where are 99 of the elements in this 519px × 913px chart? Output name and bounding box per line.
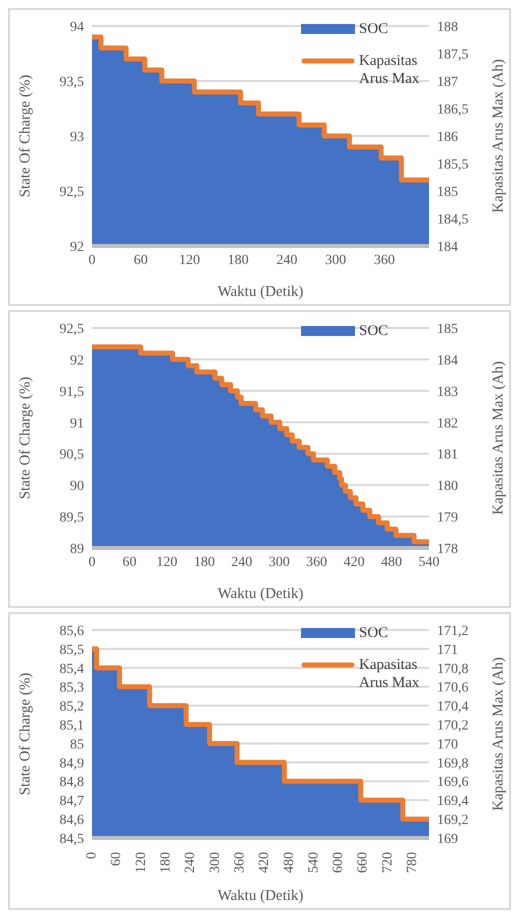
y-tick-label: 84,8: [60, 775, 84, 790]
x-tick-label: 360: [306, 554, 328, 570]
y2-tick-label: 179: [437, 510, 458, 526]
y-tick-label: 93,5: [60, 74, 84, 90]
x-tick-label: 300: [325, 252, 346, 268]
y-tick-label: 92: [70, 353, 84, 368]
y-axis-title: State Of Charge (%): [17, 376, 34, 500]
legend-label: Kapasitas Arus Max: [359, 656, 420, 692]
x-tick-label: 240: [231, 554, 252, 570]
y-tick-label: 91: [70, 416, 84, 432]
y2-tick-label: 185: [437, 322, 458, 337]
y2-axis-title: Kapasitas Arus Max (Ah): [490, 657, 506, 811]
y2-tick-label: 170,8: [437, 662, 468, 677]
y2-tick-label: 184,5: [437, 212, 468, 228]
x-tick-label: 0: [88, 554, 96, 570]
y-tick-label: 92: [70, 240, 84, 255]
y2-tick-label: 170: [437, 737, 458, 752]
y2-tick-label: 188: [437, 20, 458, 35]
y-tick-label: 84,5: [60, 832, 84, 847]
y-tick-label: 91,5: [60, 384, 84, 400]
y2-tick-label: 169,6: [437, 775, 468, 790]
x-tick-label: 120: [178, 252, 200, 268]
x-tick-label: 60: [109, 852, 124, 866]
x-tick-label: 0: [84, 852, 100, 859]
y2-tick-label: 169,4: [437, 794, 468, 810]
x-axis-title: Waktu (Detik): [218, 284, 304, 300]
y2-tick-label: 169,8: [437, 756, 468, 772]
y2-tick-label: 184: [437, 240, 458, 255]
y2-tick-label: 180: [437, 479, 458, 494]
x-tick-label: 720: [380, 852, 396, 873]
x-tick-label: 120: [156, 554, 178, 570]
y-tick-label: 90: [70, 479, 84, 494]
y-tick-label: 90,5: [60, 448, 84, 463]
y-tick-label: 84,6: [60, 813, 84, 828]
y-tick-label: 89,5: [60, 510, 84, 526]
y-tick-label: 92,5: [60, 322, 84, 337]
y2-tick-label: 187,5: [437, 47, 468, 62]
y2-tick-label: 183: [437, 384, 458, 400]
y-tick-label: 92,5: [60, 184, 84, 200]
y-tick-label: 85,1: [60, 718, 84, 734]
x-tick-label: 360: [232, 852, 248, 873]
x-tick-label: 60: [134, 252, 148, 268]
y-tick-label: 93: [70, 130, 84, 145]
y2-tick-label: 184: [437, 353, 458, 368]
y2-tick-label: 170,2: [437, 718, 468, 734]
y-tick-label: 94: [70, 20, 84, 35]
y2-tick-label: 171: [437, 642, 458, 658]
y2-tick-label: 170,4: [437, 700, 468, 715]
y2-tick-label: 171,2: [437, 624, 468, 639]
legend-label: SOC: [359, 20, 388, 38]
x-tick-label: 60: [122, 554, 136, 570]
x-tick-label: 540: [418, 554, 440, 570]
x-axis-title: Waktu (Detik): [218, 586, 304, 602]
x-tick-label: 120: [134, 852, 149, 873]
y-tick-label: 85,5: [60, 642, 84, 658]
x-axis-title: Waktu (Detik): [218, 888, 304, 904]
y2-tick-label: 169,2: [437, 813, 468, 828]
x-tick-label: 780: [405, 852, 420, 873]
y-axis-title: State Of Charge (%): [17, 74, 34, 198]
y-tick-label: 84,9: [60, 756, 84, 772]
y-tick-label: 85,3: [60, 680, 84, 696]
x-tick-label: 300: [208, 852, 223, 873]
y-tick-label: 85,2: [60, 700, 84, 715]
y2-tick-label: 185,5: [437, 157, 468, 172]
legend-label: SOC: [359, 624, 388, 642]
y2-tick-label: 178: [437, 542, 458, 557]
x-tick-label: 660: [356, 852, 371, 873]
x-tick-label: 180: [194, 554, 215, 570]
y2-tick-label: 187: [437, 74, 458, 90]
y-tick-label: 85,4: [60, 662, 84, 677]
y-tick-label: 85: [70, 737, 84, 752]
y-axis-title: State Of Charge (%): [17, 672, 34, 796]
x-tick-label: 300: [268, 554, 290, 570]
y2-tick-label: 169: [437, 832, 458, 847]
x-tick-label: 600: [331, 852, 346, 873]
x-tick-label: 480: [282, 852, 297, 873]
y2-tick-label: 170,6: [437, 680, 468, 696]
y-tick-label: 89: [70, 542, 84, 557]
y2-tick-label: 181: [437, 448, 458, 463]
x-tick-label: 240: [276, 252, 298, 268]
legend-label: Kapasitas Arus Max: [359, 52, 420, 88]
y2-axis-title: Kapasitas Arus Max (Ah): [490, 361, 506, 515]
x-tick-label: 420: [257, 852, 272, 873]
legend-label: SOC: [359, 322, 388, 340]
x-tick-label: 420: [344, 554, 365, 570]
x-tick-label: 360: [374, 252, 395, 268]
x-tick-label: 0: [88, 252, 96, 268]
x-tick-label: 180: [158, 852, 174, 873]
y2-axis-title: Kapasitas Arus Max (Ah): [490, 59, 506, 213]
y2-tick-label: 186: [437, 130, 458, 145]
y-tick-label: 84,7: [60, 794, 84, 810]
x-tick-label: 180: [228, 252, 249, 268]
x-tick-label: 480: [381, 554, 402, 570]
y2-tick-label: 186,5: [437, 102, 468, 118]
x-tick-label: 240: [183, 852, 198, 873]
y2-tick-label: 185: [437, 184, 458, 200]
x-tick-label: 540: [306, 852, 322, 873]
y-tick-label: 85,6: [60, 624, 84, 639]
y2-tick-label: 182: [437, 416, 458, 432]
